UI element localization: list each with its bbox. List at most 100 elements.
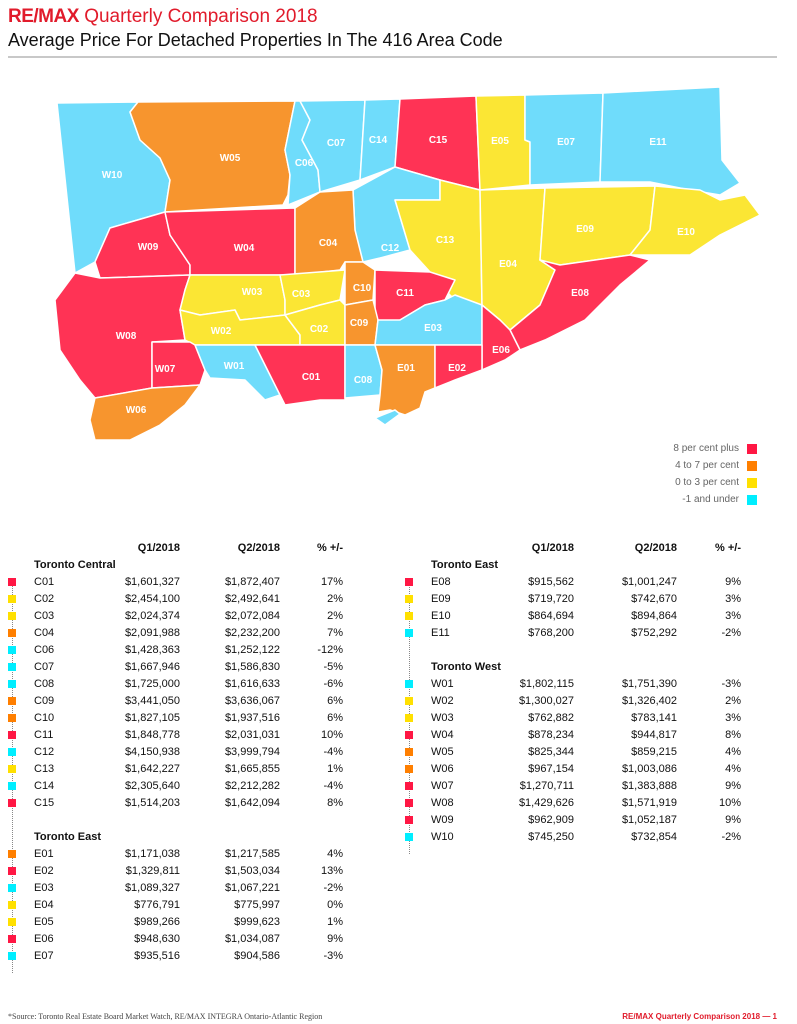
q2-price: $2,232,200 bbox=[224, 627, 280, 639]
legend-swatch-red bbox=[747, 443, 757, 454]
source-note: *Source: Toronto Real Estate Board Marke… bbox=[8, 1012, 323, 1021]
brand-logo: RE/MAX bbox=[8, 6, 79, 27]
q2-price: $1,383,888 bbox=[621, 780, 677, 792]
district-code: C06 bbox=[34, 644, 55, 656]
category-marker bbox=[8, 578, 16, 586]
svg-text:C15: C15 bbox=[429, 135, 448, 146]
table-row-w02: W02 $1,300,027 $1,326,402 2% bbox=[397, 693, 797, 710]
percent-change: 6% bbox=[327, 695, 343, 707]
map-legend: 8 per cent plus 4 to 7 per cent 0 to 3 p… bbox=[673, 440, 757, 508]
svg-text:C01: C01 bbox=[302, 372, 321, 383]
table-row-c07: C07 $1,667,946 $1,586,830 -5% bbox=[0, 659, 400, 676]
legend-swatch-cyan bbox=[747, 494, 757, 505]
district-code: C13 bbox=[34, 763, 55, 775]
category-marker bbox=[405, 816, 413, 824]
district-E10[interactable] bbox=[629, 185, 761, 256]
col-header-q2: Q2/2018 bbox=[634, 542, 677, 554]
q2-price: $1,252,122 bbox=[224, 644, 280, 656]
table-row-e11: E11 $768,200 $752,292 -2% bbox=[397, 625, 797, 642]
q1-price: $776,791 bbox=[134, 899, 180, 911]
table-row-e07: E07 $935,516 $904,586 -3% bbox=[0, 948, 400, 965]
district-code: C01 bbox=[34, 576, 55, 588]
svg-text:C09: C09 bbox=[350, 318, 369, 329]
q2-price: $1,616,633 bbox=[224, 678, 280, 690]
svg-text:W01: W01 bbox=[224, 361, 245, 372]
table-row-w04: W04 $878,234 $944,817 8% bbox=[397, 727, 797, 744]
legend-item-neg: -1 and under bbox=[673, 491, 757, 508]
table-row-c08: C08 $1,725,000 $1,616,633 -6% bbox=[0, 676, 400, 693]
svg-text:E05: E05 bbox=[491, 136, 509, 147]
q2-price: $1,586,830 bbox=[224, 661, 280, 673]
table-row-w10: W10 $745,250 $732,854 -2% bbox=[397, 829, 797, 846]
district-C10[interactable] bbox=[344, 261, 376, 306]
svg-text:W07: W07 bbox=[155, 364, 176, 375]
percent-change: 2% bbox=[327, 593, 343, 605]
district-E08[interactable] bbox=[509, 254, 651, 351]
q2-price: $1,067,221 bbox=[224, 882, 280, 894]
district-E01[interactable] bbox=[374, 344, 436, 416]
q2-price: $742,670 bbox=[631, 593, 677, 605]
district-code: C08 bbox=[34, 678, 55, 690]
svg-text:C12: C12 bbox=[381, 243, 400, 254]
q2-price: $1,001,247 bbox=[621, 576, 677, 588]
category-marker bbox=[8, 646, 16, 654]
svg-text:E11: E11 bbox=[649, 137, 667, 148]
q2-price: $783,141 bbox=[631, 712, 677, 724]
table-row-c09: C09 $3,441,050 $3,636,067 6% bbox=[0, 693, 400, 710]
report-title: RE/MAX Quarterly Comparison 2018 bbox=[8, 6, 503, 28]
category-marker bbox=[8, 765, 16, 773]
q1-price: $825,344 bbox=[528, 746, 574, 758]
q2-price: $1,642,094 bbox=[224, 797, 280, 809]
legend-swatch-yellow bbox=[747, 477, 757, 488]
district-W06[interactable] bbox=[89, 384, 201, 441]
table-row-e02: E02 $1,329,811 $1,503,034 13% bbox=[0, 863, 400, 880]
percent-change: 9% bbox=[725, 576, 741, 588]
svg-text:W05: W05 bbox=[220, 153, 241, 164]
district-code: E01 bbox=[34, 848, 54, 860]
q1-price: $878,234 bbox=[528, 729, 574, 741]
percent-change: 8% bbox=[725, 729, 741, 741]
percent-change: -3% bbox=[323, 950, 343, 962]
district-code: C11 bbox=[34, 729, 54, 741]
table-row-e08: E08 $915,562 $1,001,247 9% bbox=[397, 574, 797, 591]
svg-text:C03: C03 bbox=[292, 289, 311, 300]
q1-price: $768,200 bbox=[528, 627, 574, 639]
district-code: E07 bbox=[34, 950, 54, 962]
percent-change: 3% bbox=[725, 610, 741, 622]
q1-price: $3,441,050 bbox=[124, 695, 180, 707]
q2-price: $775,997 bbox=[234, 899, 280, 911]
district-E02[interactable] bbox=[434, 344, 483, 389]
q1-price: $1,802,115 bbox=[519, 678, 574, 690]
percent-change: 4% bbox=[725, 746, 741, 758]
district-code: W03 bbox=[431, 712, 454, 724]
q1-price: $719,720 bbox=[528, 593, 574, 605]
toronto-district-map: W10 W05 C06 C07 C14 C15 E05 E07 E11 W09 … bbox=[54, 86, 761, 441]
q1-price: $1,089,327 bbox=[124, 882, 180, 894]
district-code: E09 bbox=[431, 593, 451, 605]
percent-change: -3% bbox=[721, 678, 741, 690]
table-row-e04: E04 $776,791 $775,997 0% bbox=[0, 897, 400, 914]
percent-change: -2% bbox=[323, 882, 343, 894]
svg-text:C10: C10 bbox=[353, 283, 372, 294]
district-code: C04 bbox=[34, 627, 55, 639]
table-row-c14: C14 $2,305,640 $2,212,282 -4% bbox=[0, 778, 400, 795]
q2-price: $2,492,641 bbox=[224, 593, 280, 605]
svg-text:C11: C11 bbox=[396, 288, 414, 299]
q1-price: $2,454,100 bbox=[124, 593, 180, 605]
legend-item-8-plus: 8 per cent plus bbox=[673, 440, 757, 457]
district-E11[interactable] bbox=[599, 86, 741, 196]
q1-price: $2,091,988 bbox=[124, 627, 180, 639]
q2-price: $999,623 bbox=[234, 916, 280, 928]
percent-change: 7% bbox=[327, 627, 343, 639]
category-marker bbox=[8, 714, 16, 722]
percent-change: 9% bbox=[725, 814, 741, 826]
col-header-pct: % +/- bbox=[715, 542, 741, 554]
q1-price: $948,630 bbox=[134, 933, 180, 945]
percent-change: -2% bbox=[721, 627, 741, 639]
table-row-c03: C03 $2,024,374 $2,072,084 2% bbox=[0, 608, 400, 625]
category-marker bbox=[405, 833, 413, 841]
page-footer: RE/MAX Quarterly Comparison 2018 — 1 bbox=[622, 1012, 777, 1021]
percent-change: 9% bbox=[327, 933, 343, 945]
table-header-row: Q1/2018 Q2/2018 % +/- bbox=[0, 540, 400, 557]
svg-text:E10: E10 bbox=[677, 227, 695, 238]
